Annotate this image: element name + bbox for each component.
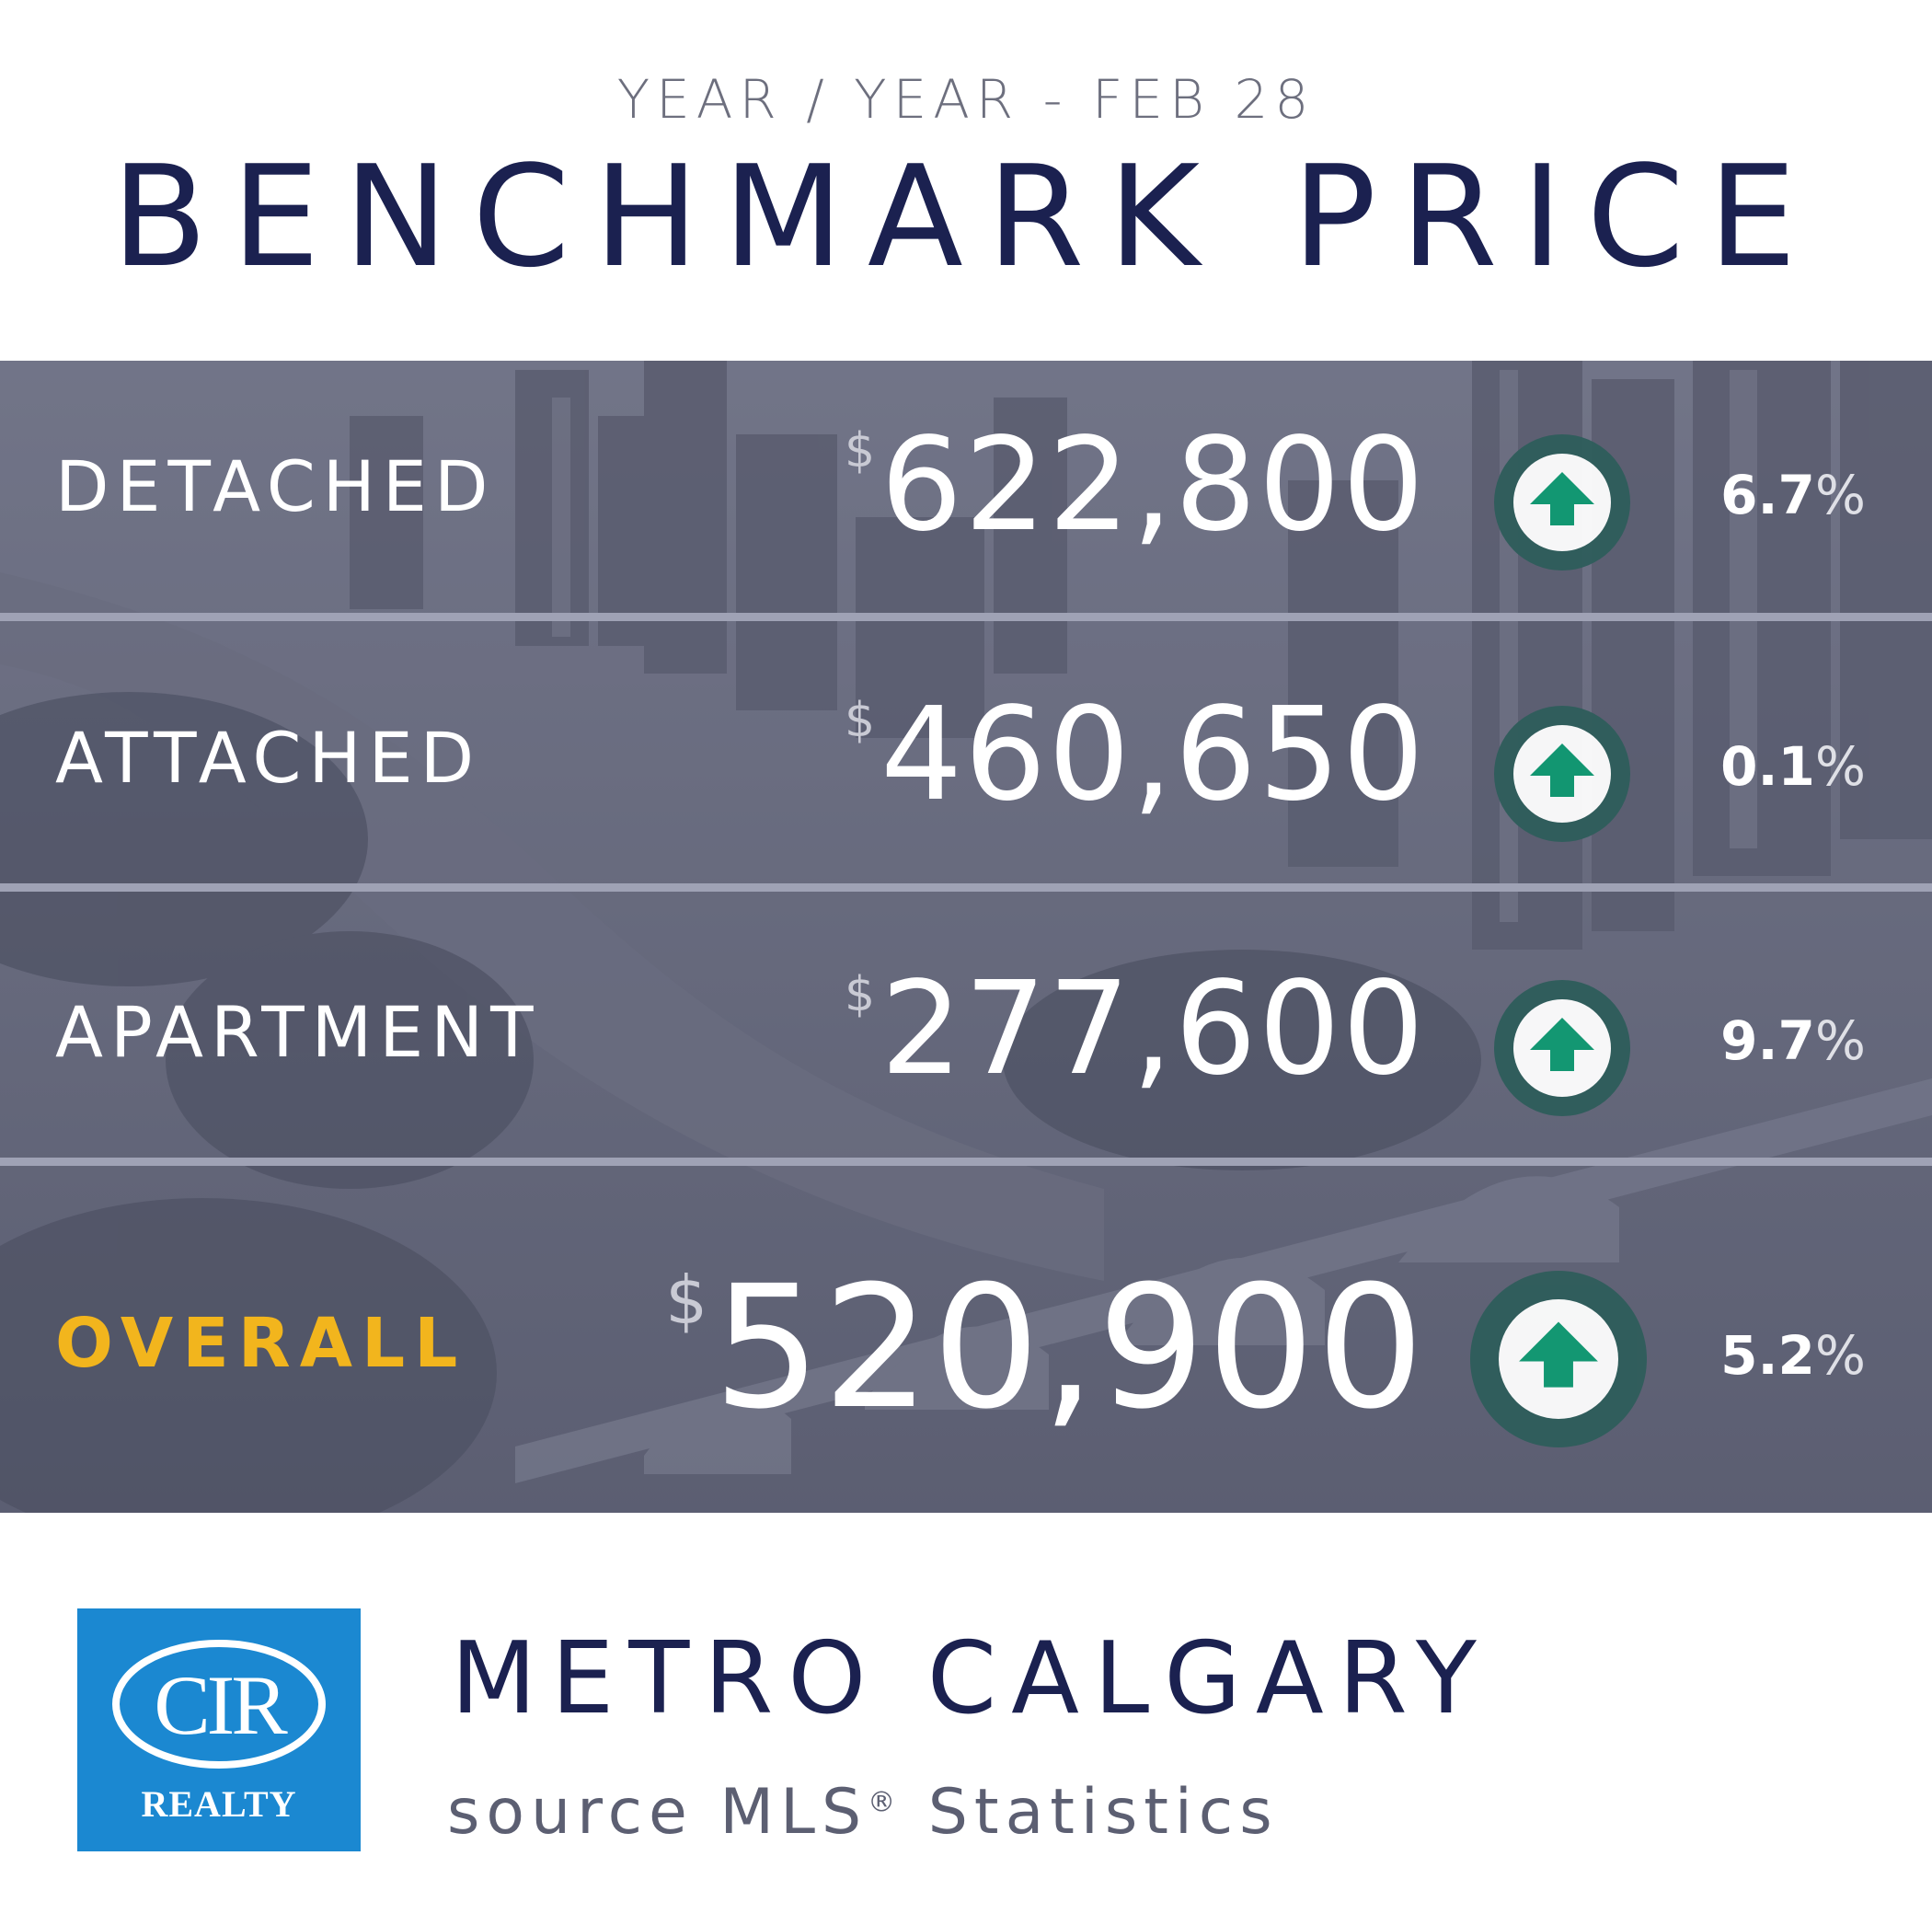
stats-panel: DETACHED $622,800 6.7% ATTACHED $460,650… (0, 361, 1932, 1513)
row-divider (0, 613, 1932, 621)
logo-text: REALTY (141, 1783, 296, 1825)
percent-sign: % (1814, 1324, 1866, 1387)
up-arrow-icon (1470, 1271, 1647, 1447)
change-percent: 5.2% (1720, 1324, 1866, 1387)
city-background-image (0, 361, 1932, 1513)
detached-row: DETACHED $622,800 6.7% (0, 361, 1932, 609)
page-title: BENCHMARK PRICE (111, 135, 1821, 298)
region-name: METRO CALGARY (451, 1621, 1491, 1736)
change-value: 6.7 (1720, 464, 1815, 526)
change-value: 9.7 (1720, 1009, 1815, 1072)
change-percent: 9.7% (1720, 1009, 1866, 1072)
price-value: $622,800 (845, 421, 1426, 550)
up-arrow-icon (1494, 434, 1630, 571)
price-value: $277,600 (845, 965, 1426, 1094)
source-line: source MLS® Statistics (447, 1776, 1279, 1849)
registered-mark: ® (868, 1786, 903, 1819)
change-value: 0.1 (1720, 735, 1815, 798)
change-percent: 0.1% (1720, 735, 1866, 798)
percent-sign: % (1814, 735, 1866, 798)
price-value: $520,900 (665, 1263, 1426, 1433)
up-arrow-icon (1494, 980, 1630, 1116)
source-prefix: source MLS (447, 1776, 868, 1849)
price-number: 520,900 (713, 1250, 1426, 1447)
row-label: ATTACHED (55, 717, 482, 799)
apartment-row: APARTMENT $277,600 9.7% (0, 892, 1932, 1140)
row-label: OVERALL (55, 1304, 467, 1383)
price-number: 460,650 (880, 680, 1426, 830)
currency-symbol: $ (844, 967, 876, 1022)
subtitle: YEAR / YEAR - FEB 28 (616, 68, 1316, 131)
price-value: $460,650 (845, 691, 1426, 820)
percent-sign: % (1814, 464, 1866, 526)
overall-row: OVERALL $520,900 5.2% (0, 1166, 1932, 1513)
row-label: DETACHED (55, 445, 496, 527)
currency-symbol: $ (665, 1262, 708, 1339)
logo-monogram: CIR (154, 1658, 288, 1752)
source-suffix: Statistics (902, 1776, 1279, 1849)
cir-realty-logo: CIR REALTY (77, 1608, 361, 1851)
change-value: 5.2 (1720, 1324, 1815, 1387)
row-divider (0, 1158, 1932, 1166)
up-arrow-icon (1494, 706, 1630, 842)
price-number: 277,600 (880, 954, 1426, 1104)
change-percent: 6.7% (1720, 464, 1866, 526)
row-divider (0, 883, 1932, 892)
currency-symbol: $ (844, 693, 876, 748)
attached-row: ATTACHED $460,650 0.1% (0, 621, 1932, 870)
percent-sign: % (1814, 1009, 1866, 1072)
currency-symbol: $ (844, 423, 876, 478)
price-number: 622,800 (880, 410, 1426, 560)
row-label: APARTMENT (55, 991, 541, 1073)
